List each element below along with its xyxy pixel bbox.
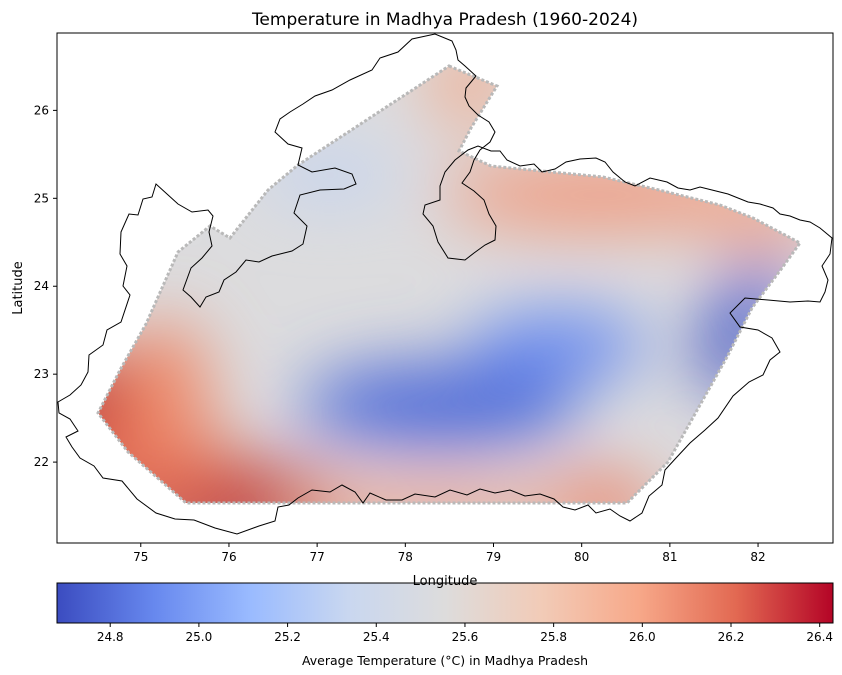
x-axis-label: Longitude [413,574,478,589]
colorbar-tick-label: 26.0 [629,630,656,644]
plot-frame [56,32,834,544]
x-tick-label: 80 [574,550,589,564]
colorbar-tick-label: 25.6 [452,630,479,644]
colorbar-tick-label: 25.4 [363,630,390,644]
colorbar-tick-label: 25.8 [540,630,567,644]
colorbar [56,582,834,624]
colorbar-label: Average Temperature (°C) in Madhya Prade… [302,653,588,668]
x-tick-label: 82 [750,550,765,564]
colorbar-ticks: 24.8 25.0 25.2 25.4 25.6 25.8 26.0 26.2 26.4 [97,623,833,644]
x-tick-label: 79 [486,550,501,564]
x-tick-label: 77 [309,550,324,564]
y-tick-label: 22 [34,455,49,469]
y-tick-label: 25 [34,191,49,205]
y-axis: 22 23 24 25 26 [34,103,57,469]
x-tick-label: 78 [398,550,413,564]
y-tick-label: 24 [34,279,49,293]
x-axis: 75 76 77 78 79 80 81 82 [133,543,766,564]
y-axis-label: Latitude [11,261,26,315]
x-tick-label: 76 [221,550,236,564]
interpolation-hull [96,64,803,505]
state-boundary [57,33,833,535]
x-tick-label: 81 [662,550,677,564]
y-tick-label: 23 [34,367,49,381]
colorbar-tick-label: 26.4 [806,630,833,644]
colorbar-tick-label: 25.2 [274,630,301,644]
x-tick-label: 75 [133,550,148,564]
map-title: Temperature in Madhya Pradesh (1960-2024… [251,10,638,30]
colorbar-tick-label: 25.0 [186,630,213,644]
y-tick-label: 26 [34,103,49,117]
colorbar-tick-label: 24.8 [97,630,124,644]
colorbar-tick-label: 26.2 [718,630,745,644]
